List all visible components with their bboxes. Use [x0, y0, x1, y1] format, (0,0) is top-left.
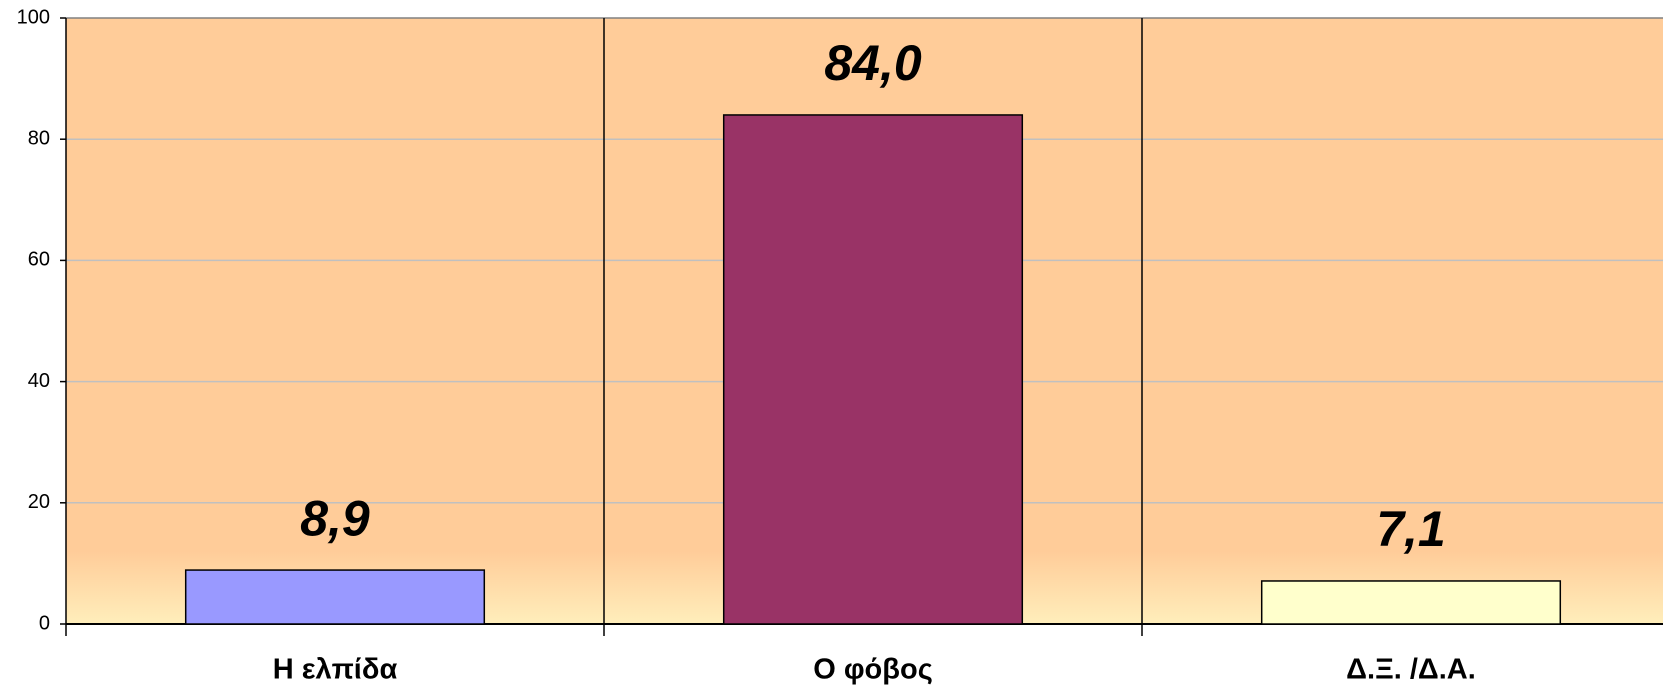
x-tick-label: Η ελπίδα — [273, 654, 398, 686]
bar — [184, 569, 486, 625]
bar — [1260, 580, 1562, 625]
bar — [722, 114, 1024, 625]
value-label: 8,9 — [300, 490, 370, 546]
y-tick-label: 60 — [28, 249, 50, 271]
x-tick-label: Δ.Ξ. /Δ.Α. — [1346, 654, 1476, 686]
y-tick-label: 100 — [17, 6, 50, 28]
y-tick-label: 20 — [28, 491, 50, 513]
value-label: 84,0 — [824, 35, 922, 91]
value-label: 7,1 — [1376, 501, 1446, 557]
y-tick-label: 0 — [39, 612, 50, 634]
x-tick-label: Ο φόβος — [813, 654, 933, 686]
y-tick-label: 40 — [28, 370, 50, 392]
y-tick-label: 80 — [28, 127, 50, 149]
